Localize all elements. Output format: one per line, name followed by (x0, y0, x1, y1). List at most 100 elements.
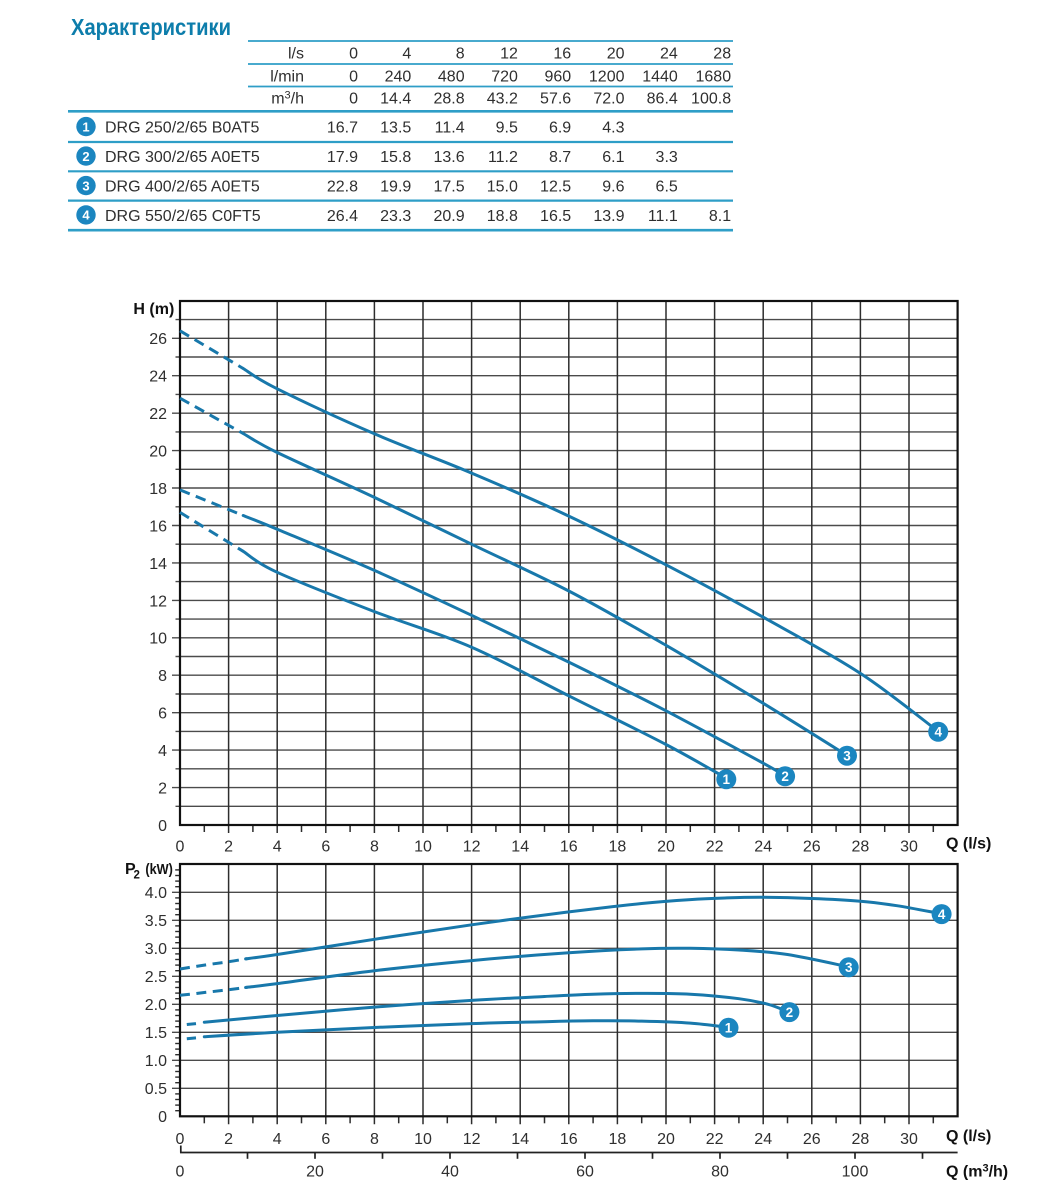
svg-text:16: 16 (553, 45, 571, 62)
svg-text:19.9: 19.9 (380, 179, 411, 196)
svg-text:24: 24 (660, 45, 678, 62)
svg-text:10: 10 (414, 839, 432, 856)
svg-text:14: 14 (511, 1131, 529, 1148)
svg-text:1: 1 (723, 772, 731, 787)
svg-text:26: 26 (803, 839, 821, 856)
svg-text:10: 10 (414, 1131, 432, 1148)
svg-text:100.8: 100.8 (691, 91, 731, 108)
svg-text:28.8: 28.8 (433, 91, 464, 108)
svg-text:22: 22 (706, 1131, 724, 1148)
svg-text:60: 60 (576, 1164, 594, 1181)
svg-text:Q (l/s): Q (l/s) (946, 1128, 991, 1145)
svg-text:11.4: 11.4 (435, 120, 465, 137)
svg-text:18: 18 (609, 1131, 627, 1148)
svg-text:9.5: 9.5 (496, 120, 518, 137)
svg-text:3.3: 3.3 (656, 149, 678, 166)
svg-text:15.0: 15.0 (487, 179, 518, 196)
svg-text:480: 480 (438, 68, 465, 85)
svg-text:80: 80 (711, 1164, 729, 1181)
svg-text:12: 12 (500, 45, 518, 62)
svg-text:4: 4 (934, 725, 942, 740)
svg-text:12: 12 (463, 1131, 481, 1148)
svg-text:Q (m3/h): Q (m3/h) (946, 1163, 1008, 1181)
svg-text:14.4: 14.4 (380, 91, 411, 108)
svg-text:Q (l/s): Q (l/s) (946, 836, 991, 853)
svg-text:6.9: 6.9 (549, 120, 571, 137)
svg-text:24: 24 (149, 369, 167, 386)
svg-text:13.6: 13.6 (433, 149, 464, 166)
svg-text:6: 6 (321, 839, 330, 856)
svg-text:30: 30 (900, 1131, 918, 1148)
svg-text:1: 1 (725, 1021, 733, 1036)
svg-text:18: 18 (149, 481, 167, 498)
svg-text:6: 6 (321, 1131, 330, 1148)
svg-text:8: 8 (370, 839, 379, 856)
svg-text:6: 6 (158, 706, 167, 723)
svg-text:20: 20 (657, 1131, 675, 1148)
svg-text:4: 4 (402, 45, 411, 62)
svg-text:28: 28 (852, 839, 870, 856)
svg-text:H (m): H (m) (133, 301, 174, 318)
svg-text:15.8: 15.8 (380, 149, 411, 166)
svg-text:2: 2 (781, 769, 789, 784)
svg-text:16: 16 (560, 839, 578, 856)
svg-text:0: 0 (176, 1164, 185, 1181)
svg-text:72.0: 72.0 (593, 91, 624, 108)
svg-text:8.7: 8.7 (549, 149, 571, 166)
svg-text:2: 2 (786, 1005, 794, 1020)
svg-text:30: 30 (900, 839, 918, 856)
svg-text:26: 26 (803, 1131, 821, 1148)
svg-text:22: 22 (706, 839, 724, 856)
svg-text:P: P (125, 861, 136, 878)
svg-text:13.5: 13.5 (380, 120, 411, 137)
svg-text:20: 20 (657, 839, 675, 856)
svg-text:23.3: 23.3 (380, 208, 411, 225)
svg-text:13.9: 13.9 (593, 208, 624, 225)
svg-text:8: 8 (158, 668, 167, 685)
svg-text:8: 8 (370, 1131, 379, 1148)
svg-text:57.6: 57.6 (540, 91, 571, 108)
svg-text:960: 960 (544, 68, 571, 85)
svg-text:4: 4 (82, 208, 90, 223)
svg-text:4: 4 (273, 839, 282, 856)
svg-text:0: 0 (176, 1131, 185, 1148)
svg-text:100: 100 (842, 1164, 869, 1181)
svg-text:12.5: 12.5 (540, 179, 571, 196)
svg-text:9.6: 9.6 (602, 179, 624, 196)
svg-text:l/min: l/min (270, 68, 304, 85)
svg-text:3: 3 (845, 960, 853, 975)
svg-text:22: 22 (149, 406, 167, 423)
svg-text:8.1: 8.1 (709, 208, 731, 225)
svg-text:1680: 1680 (696, 68, 732, 85)
svg-text:12: 12 (149, 593, 167, 610)
svg-text:0: 0 (349, 91, 358, 108)
svg-text:28: 28 (852, 1131, 870, 1148)
svg-text:20: 20 (306, 1164, 324, 1181)
svg-text:18.8: 18.8 (487, 208, 518, 225)
svg-text:26: 26 (149, 331, 167, 348)
svg-text:20: 20 (607, 45, 625, 62)
svg-text:17.5: 17.5 (433, 179, 464, 196)
svg-text:0.5: 0.5 (145, 1081, 167, 1098)
svg-text:2: 2 (82, 149, 89, 164)
svg-text:240: 240 (385, 68, 412, 85)
svg-text:16: 16 (149, 518, 167, 535)
svg-text:6.5: 6.5 (656, 179, 678, 196)
svg-text:16.7: 16.7 (327, 120, 358, 137)
svg-text:(kW): (kW) (145, 861, 173, 878)
svg-text:0: 0 (158, 818, 167, 835)
svg-text:4.0: 4.0 (145, 885, 167, 902)
svg-text:1440: 1440 (642, 68, 678, 85)
svg-text:24: 24 (754, 839, 772, 856)
svg-text:16: 16 (560, 1131, 578, 1148)
svg-text:11.2: 11.2 (488, 149, 518, 166)
svg-text:DRG 300/2/65 A0ET5: DRG 300/2/65 A0ET5 (105, 149, 260, 166)
svg-text:2: 2 (158, 781, 167, 798)
svg-text:DRG 400/2/65 A0ET5: DRG 400/2/65 A0ET5 (105, 179, 260, 196)
svg-text:Характеристики: Характеристики (71, 14, 231, 40)
svg-text:86.4: 86.4 (647, 91, 678, 108)
svg-text:2: 2 (224, 1131, 233, 1148)
svg-text:12: 12 (463, 839, 481, 856)
svg-text:0: 0 (349, 45, 358, 62)
svg-text:4.3: 4.3 (602, 120, 624, 137)
